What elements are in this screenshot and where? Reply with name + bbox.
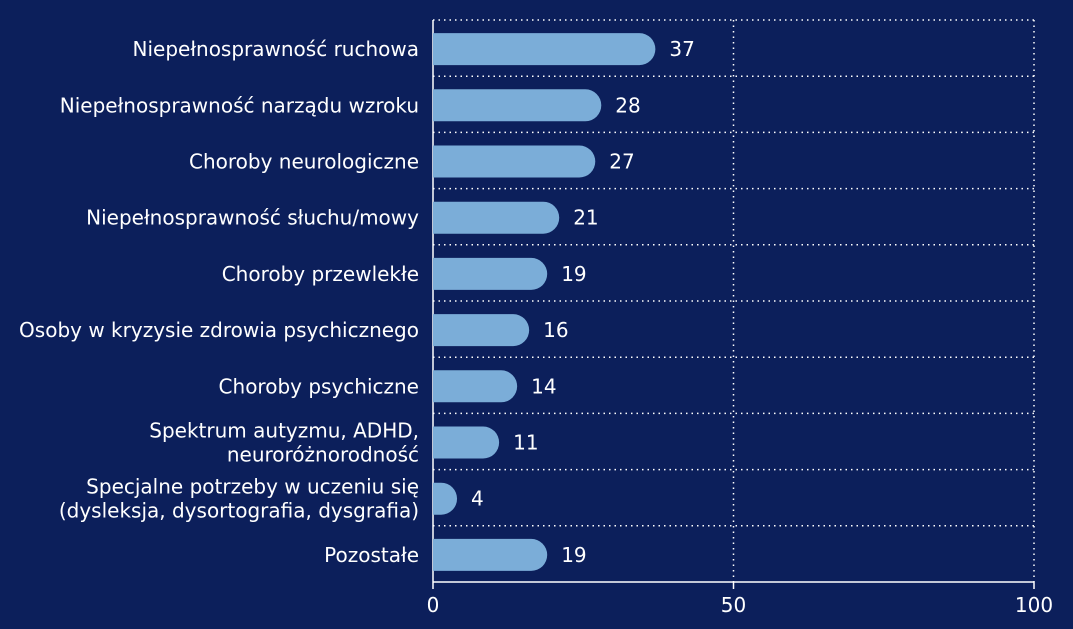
value-label: 14: [531, 374, 556, 398]
x-tick-label: 100: [1015, 593, 1053, 617]
value-label: 27: [609, 150, 634, 174]
value-label: 19: [561, 262, 586, 286]
category-label: Choroby przewlekłe: [222, 262, 419, 286]
value-label: 4: [471, 487, 484, 511]
bar: [433, 426, 500, 459]
category-label: Spektrum autyzmu, ADHD,: [149, 419, 419, 443]
category-label: Choroby psychiczne: [219, 374, 419, 398]
bar: [433, 257, 548, 290]
value-label: 11: [513, 431, 538, 455]
bar: [433, 33, 656, 66]
category-label: Choroby neurologiczne: [189, 150, 419, 174]
bar: [433, 145, 596, 178]
bar: [433, 314, 530, 347]
value-label: 37: [669, 37, 694, 61]
bar: [433, 201, 560, 234]
bar: [433, 538, 548, 571]
x-tick-label: 50: [721, 593, 746, 617]
category-label: (dysleksja, dysortografia, dysgrafia): [59, 499, 419, 523]
value-label: 21: [573, 206, 598, 230]
category-label: Pozostałe: [324, 543, 419, 567]
category-label: Niepełnosprawność ruchowa: [133, 37, 419, 61]
category-label: Niepełnosprawność narządu wzroku: [60, 93, 419, 117]
category-label: Niepełnosprawność słuchu/mowy: [86, 206, 419, 230]
bar: [433, 89, 602, 122]
x-tick-label: 0: [427, 593, 440, 617]
category-label: neuroróżnorodność: [227, 443, 419, 467]
category-label: Specjalne potrzeby w uczeniu się: [86, 475, 419, 499]
value-label: 16: [543, 318, 568, 342]
category-label: Osoby w kryzysie zdrowia psychicznego: [19, 318, 419, 342]
bar: [433, 482, 458, 515]
bar: [433, 370, 518, 403]
value-label: 28: [615, 93, 640, 117]
value-label: 19: [561, 543, 586, 567]
